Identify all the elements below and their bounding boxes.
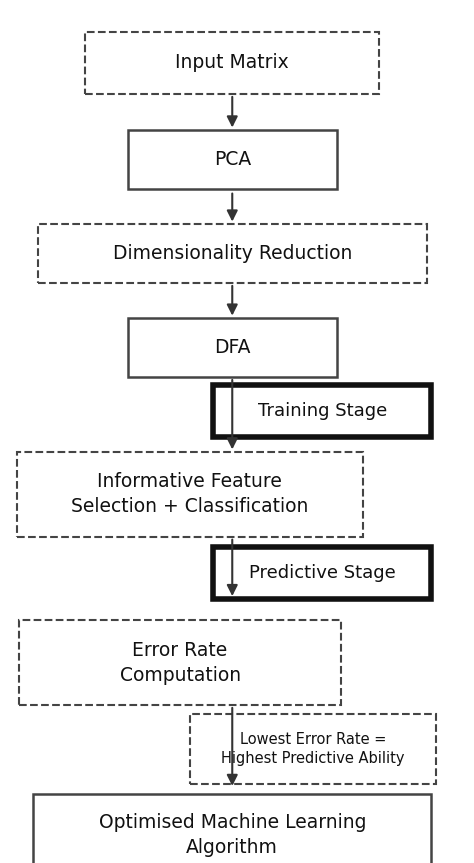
FancyBboxPatch shape — [128, 130, 337, 189]
FancyBboxPatch shape — [38, 224, 427, 283]
FancyBboxPatch shape — [19, 620, 341, 705]
Text: Predictive Stage: Predictive Stage — [249, 564, 396, 582]
Text: Optimised Machine Learning
Algorithm: Optimised Machine Learning Algorithm — [99, 813, 366, 856]
Text: Lowest Error Rate =
Highest Predictive Ability: Lowest Error Rate = Highest Predictive A… — [221, 732, 405, 766]
FancyBboxPatch shape — [213, 547, 431, 599]
FancyBboxPatch shape — [85, 32, 379, 94]
FancyBboxPatch shape — [128, 318, 337, 377]
FancyBboxPatch shape — [213, 385, 431, 437]
Text: Error Rate
Computation: Error Rate Computation — [119, 641, 241, 684]
Text: Input Matrix: Input Matrix — [175, 54, 289, 72]
FancyBboxPatch shape — [17, 452, 363, 537]
FancyBboxPatch shape — [190, 714, 436, 784]
FancyBboxPatch shape — [33, 794, 431, 863]
Text: PCA: PCA — [214, 150, 251, 169]
Text: Dimensionality Reduction: Dimensionality Reduction — [112, 244, 352, 263]
Text: DFA: DFA — [214, 338, 251, 357]
Text: Training Stage: Training Stage — [258, 402, 387, 419]
Text: Informative Feature
Selection + Classification: Informative Feature Selection + Classifi… — [71, 473, 308, 516]
